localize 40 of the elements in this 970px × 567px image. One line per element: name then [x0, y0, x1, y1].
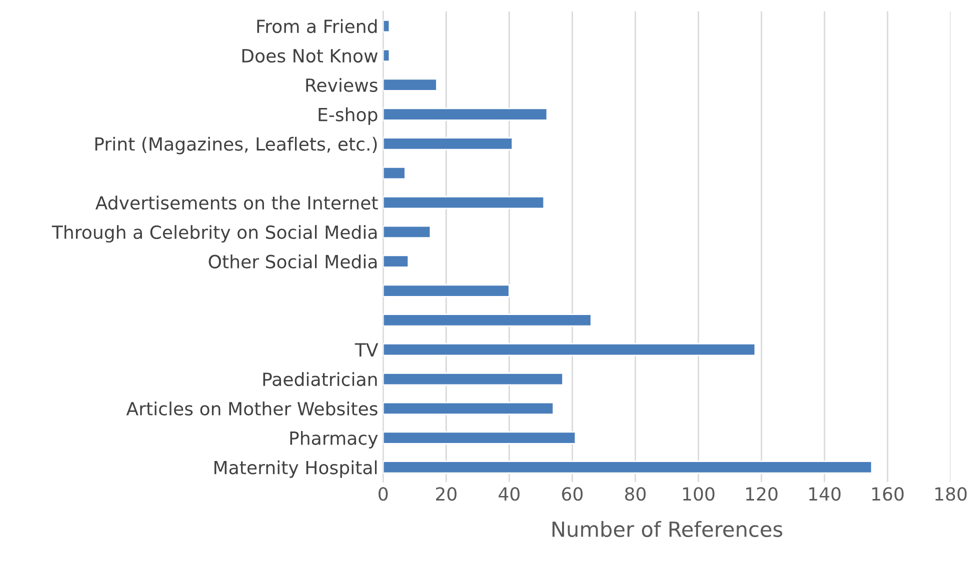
x-tick-label: 60: [562, 487, 583, 501]
bar: [383, 48, 390, 62]
bar: [383, 284, 510, 298]
bar: [383, 166, 406, 180]
x-tick-label: 20: [436, 487, 456, 501]
bar: [383, 314, 592, 327]
bar: [383, 460, 872, 474]
bar: [383, 137, 514, 150]
bar: [383, 78, 438, 92]
y-tick-label: Through a Celebrity on Social Media: [52, 225, 377, 243]
y-tick-label: Maternity Hospital: [214, 460, 377, 478]
bar: [383, 19, 390, 33]
y-tick-label: Print (Magazines, Leaflets, etc.): [95, 136, 377, 154]
bar: [383, 196, 545, 210]
y-tick-label: Does Not Know: [242, 49, 378, 63]
bar: [383, 402, 554, 415]
x-tick-label: 180: [935, 487, 967, 501]
x-tick-label: 40: [498, 487, 520, 501]
y-tick-label: Articles on Mother Websites: [126, 402, 378, 416]
y-tick-label: Paediatrician: [263, 372, 377, 386]
x-tick-label: 80: [625, 487, 646, 501]
y-tick-label: E-shop: [318, 107, 378, 125]
x-tick-label: 100: [683, 487, 714, 501]
bar: [383, 343, 756, 356]
y-tick-label: Other Social Media: [208, 254, 377, 268]
x-tick-label: 140: [809, 487, 841, 501]
bar: [383, 372, 564, 386]
y-tick-label: From a Friend: [257, 19, 377, 34]
bar: [383, 225, 432, 239]
x-axis-title: Number of References: [552, 520, 782, 538]
x-tick-label: 160: [872, 487, 904, 501]
bar: [383, 431, 576, 444]
y-tick-label: TV: [354, 343, 378, 356]
x-tick-label: 120: [746, 487, 778, 501]
y-tick-label: Reviews: [306, 78, 378, 92]
bar: [383, 254, 410, 268]
y-tick-label: Pharmacy: [290, 430, 378, 448]
bar: [383, 108, 548, 121]
x-tick-label: 0: [378, 487, 388, 501]
y-tick-label: Advertisements on the Internet: [95, 196, 378, 210]
